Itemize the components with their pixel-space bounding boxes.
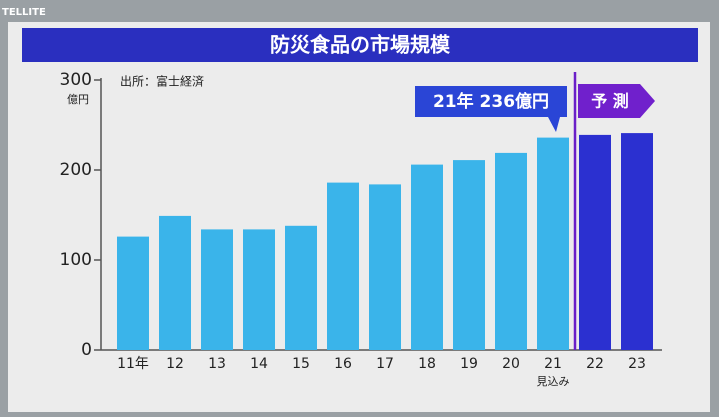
x-tick-label: 21 [544, 356, 562, 372]
x-tick-label: 13 [208, 356, 226, 372]
x-tick-label: 22 [586, 356, 604, 372]
bar [495, 152, 527, 350]
bar [285, 225, 317, 350]
y-unit: 億円 [67, 93, 89, 106]
x-tick-label: 18 [418, 356, 436, 372]
x-tick-label: 15 [292, 356, 310, 372]
bar [327, 182, 359, 350]
y-tick-label: 200 [60, 160, 92, 180]
bar [621, 133, 653, 350]
x-tick-label: 23 [628, 356, 646, 372]
forecast-arrow [578, 84, 655, 118]
bar [369, 184, 401, 350]
x-tick-label: 19 [460, 356, 478, 372]
bar [453, 160, 485, 350]
x-tick-label: 11年 [117, 356, 149, 372]
annotation-pointer [548, 117, 560, 132]
x-tick-label: 17 [376, 356, 394, 372]
forecast-label: 予 測 [591, 92, 629, 111]
bar [411, 164, 443, 350]
x-tick-note: 見込み [537, 375, 570, 388]
bar [201, 229, 233, 350]
annotation: 21年 236億円 [433, 91, 549, 112]
source: 出所：富士経済 [120, 74, 204, 89]
bar [243, 229, 275, 350]
watermark: TELLITE [2, 7, 46, 18]
y-tick-label: 100 [60, 250, 92, 270]
x-tick-label: 12 [166, 356, 184, 372]
chart-title: 防災食品の市場規模 [270, 33, 451, 57]
x-tick-label: 20 [502, 356, 520, 372]
bar [579, 134, 611, 350]
bar [117, 236, 149, 350]
y-tick-label: 300 [60, 70, 92, 90]
y-tick-label: 0 [81, 340, 92, 360]
bar [537, 137, 569, 350]
annotation-box [415, 86, 567, 117]
title-band [22, 28, 698, 62]
bar [159, 215, 191, 350]
x-tick-label: 16 [334, 356, 352, 372]
x-tick-label: 14 [250, 356, 268, 372]
